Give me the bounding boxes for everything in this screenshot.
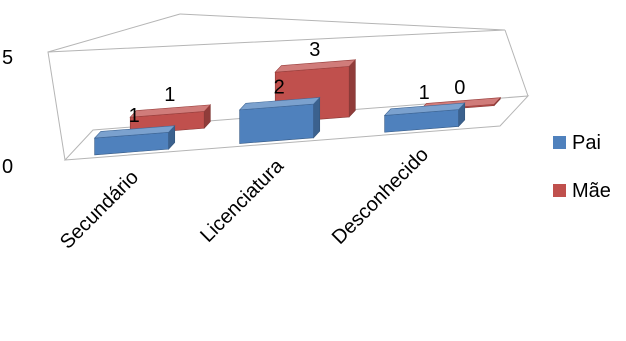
data-label-mãe-1: 3 [309,39,320,61]
y-tick-label-5: 5 [2,47,13,69]
bar-top [129,104,212,118]
bar-top [93,125,176,139]
y-tick-label-0: 0 [2,156,13,178]
x-axis-labels: Secundário Licenciatura Desconhecido [56,144,433,254]
x-tick-label-2: Desconhecido [328,144,433,249]
legend: Pai Mãe [553,132,611,202]
gridline-top [47,13,181,53]
legend-swatch-mãe [553,184,566,197]
data-label-mãe-0: 1 [164,84,175,106]
data-label-pai-0: 1 [129,105,140,127]
bar-top [274,59,357,73]
bar-pai-1: 2 [238,77,321,144]
legend-label-mãe: Mãe [572,180,611,202]
bar-pai-2: 1 [383,82,466,133]
bar-top [238,97,321,111]
bar-side [348,59,356,118]
bar-top [383,102,466,116]
data-label-mãe-2: 0 [454,77,465,99]
legend-swatch-pai [553,136,566,149]
y-axis: 0 5 [2,47,13,178]
data-label-pai-2: 1 [419,82,430,104]
chart-wall-right [504,29,529,97]
x-tick-label-0: Secundário [56,166,143,253]
bar-pai-0: 1 [93,105,176,156]
x-tick-label-1: Licenciatura [196,154,288,246]
bars: 1 3 0 1 2 1 [93,39,502,156]
gridline-back [179,13,506,31]
chart-walls [47,13,530,161]
data-label-pai-1: 2 [274,77,285,99]
legend-label-pai: Pai [572,132,601,154]
bar-front [239,103,314,144]
